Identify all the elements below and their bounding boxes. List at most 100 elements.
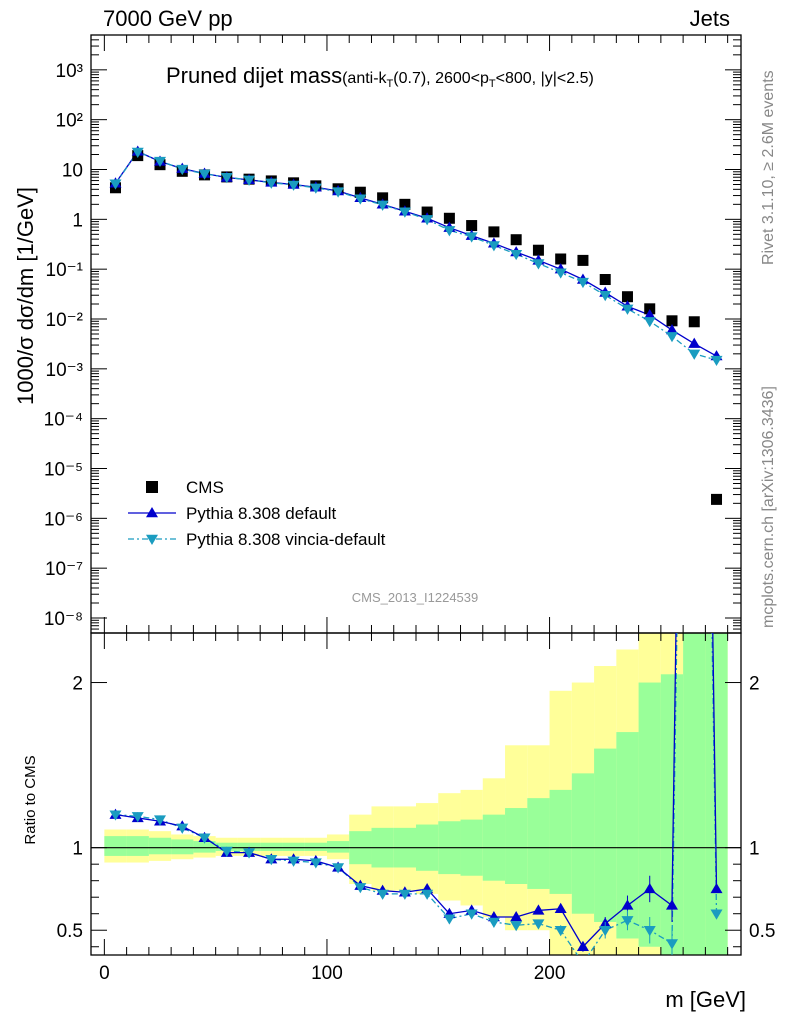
pythia-vincia-point — [421, 215, 434, 226]
band-inner-bin — [148, 837, 172, 855]
y-tick-label: 10⁻³ — [46, 360, 84, 381]
legend-label: Pythia 8.308 vincia-default — [186, 530, 386, 549]
pythia-vincia-point — [243, 175, 256, 186]
band-inner-bin — [549, 789, 572, 894]
legend-label: Pythia 8.308 default — [186, 504, 337, 523]
y-tick-label: 10⁻² — [46, 310, 84, 331]
cms-data-point — [644, 303, 656, 315]
pythia-vincia-point — [220, 173, 233, 184]
ratio-vincia-point — [465, 909, 478, 920]
pythia-vincia-point — [354, 194, 367, 205]
y-tick-label: 10⁻⁸ — [44, 609, 83, 630]
header-process-label: Jets — [689, 6, 730, 31]
band-inner-bin — [282, 842, 305, 851]
pythia-vincia-point — [154, 156, 167, 168]
x-tick-label: 0 — [99, 963, 110, 984]
pythia-vincia-point — [621, 304, 634, 315]
band-inner-bin — [527, 798, 550, 889]
band-inner-bin — [571, 773, 595, 914]
band-inner-bin — [505, 808, 528, 884]
cms-data-point — [399, 198, 411, 210]
ratio-vincia-point — [665, 939, 678, 950]
ratio-default-point — [510, 911, 523, 922]
cms-data-point — [599, 274, 611, 286]
ratio-default-point — [665, 899, 678, 910]
cms-data-point — [532, 244, 544, 256]
pythia-vincia-point — [332, 187, 345, 198]
x-tick-label: 100 — [311, 963, 343, 984]
ratio-default-point — [554, 902, 567, 913]
ratio-vincia-point — [243, 848, 256, 859]
band-inner-bin — [660, 674, 684, 955]
main-panel-series — [109, 145, 723, 505]
ratio-vincia-point — [154, 815, 167, 826]
x-tick-label: 200 — [534, 963, 566, 984]
y-tick-label: 10³ — [56, 61, 83, 82]
ratio-vincia-point — [220, 846, 233, 857]
band-inner-bin — [326, 841, 350, 853]
ratio-y-tick-label: 1 — [749, 839, 760, 860]
y-tick-label: 1 — [72, 210, 83, 231]
band-inner-bin — [171, 839, 194, 855]
header-energy-label: 7000 GeV pp — [103, 6, 233, 31]
main-panel-axes: 10⁻⁸ 10⁻⁷ 10⁻⁶ 10⁻⁵ 10⁻⁴ 10⁻³ 10⁻² 10⁻¹ 1 10 10² 10… — [44, 34, 742, 634]
ratio-vincia-point — [176, 823, 189, 834]
cms-data-point — [688, 316, 700, 328]
plot-title-cuts-part3: <800, |y|<2.5) — [495, 70, 594, 87]
pythia-vincia-point — [309, 183, 322, 194]
pythia-vincia-point — [376, 200, 389, 211]
ratio-panel-axes: 0.5 0.5 1 1 2 2 0 100 200 — [57, 632, 775, 984]
ratio-vincia-point — [332, 863, 345, 874]
ratio-uncertainty-bands — [104, 633, 728, 955]
plot-title-cuts: (anti-kT(0.7), 2600<pT<800, |y|<2.5) — [342, 70, 594, 91]
legend-vincia-marker — [146, 534, 158, 545]
ratio-y-tick-label: 0.5 — [749, 921, 775, 942]
pythia-vincia-point — [398, 207, 411, 218]
cms-data-point — [510, 234, 522, 246]
cms-data-point — [466, 220, 478, 232]
band-inner-bin — [705, 633, 728, 955]
band-inner-bin — [304, 842, 327, 851]
y-tick-label: 10² — [56, 111, 83, 132]
ratio-vincia-point — [131, 812, 144, 823]
ratio-vincia-point — [376, 889, 389, 900]
ratio-default-point — [710, 882, 723, 894]
cms-data-point — [555, 253, 567, 265]
y-tick-label: 10⁻¹ — [46, 260, 84, 281]
pythia-default-point — [643, 309, 656, 320]
ratio-vincia-point — [487, 917, 500, 928]
pythia-vincia-point — [287, 180, 300, 191]
pythia-vincia-point — [109, 179, 122, 190]
cms-data-point — [443, 212, 455, 224]
ratio-default-line — [115, 633, 718, 948]
band-inner-bin — [126, 836, 149, 856]
ratio-panel-series — [109, 633, 723, 955]
plot-title-cuts-part2: (0.7), 2600<p — [393, 70, 489, 87]
band-inner-bin — [683, 633, 706, 955]
pythia-vincia-point — [465, 232, 478, 243]
ratio-vincia-point — [532, 919, 545, 930]
plot-title-main: Pruned dijet mass — [166, 63, 343, 88]
legend-label: CMS — [186, 478, 224, 497]
ratio-series-clipped — [109, 633, 723, 955]
y-tick-label: 10 — [62, 160, 83, 181]
band-inner-bin — [616, 732, 639, 939]
ratio-vincia-point — [109, 810, 122, 821]
ratio-default-point — [532, 904, 545, 915]
pythia-vincia-line — [114, 151, 717, 361]
ratio-y-tick-label: 2 — [749, 674, 760, 695]
cms-data-point — [577, 254, 589, 266]
x-axis-label: m [GeV] — [665, 987, 746, 1012]
pythia-default-point — [665, 324, 678, 335]
cms-data-point — [377, 192, 389, 204]
band-inner-bin — [638, 682, 661, 947]
ratio-y-tick-label: 2 — [72, 674, 83, 695]
ratio-vincia-point — [710, 909, 723, 920]
ratio-vincia-point — [421, 889, 434, 900]
band-inner-bin — [260, 842, 283, 851]
plot-title-cuts-sub2: T — [488, 78, 496, 91]
ratio-default-point — [576, 940, 589, 951]
cms-data-point — [488, 226, 500, 238]
ratio-vincia-point — [443, 914, 456, 925]
band-inner-bin — [104, 836, 127, 856]
